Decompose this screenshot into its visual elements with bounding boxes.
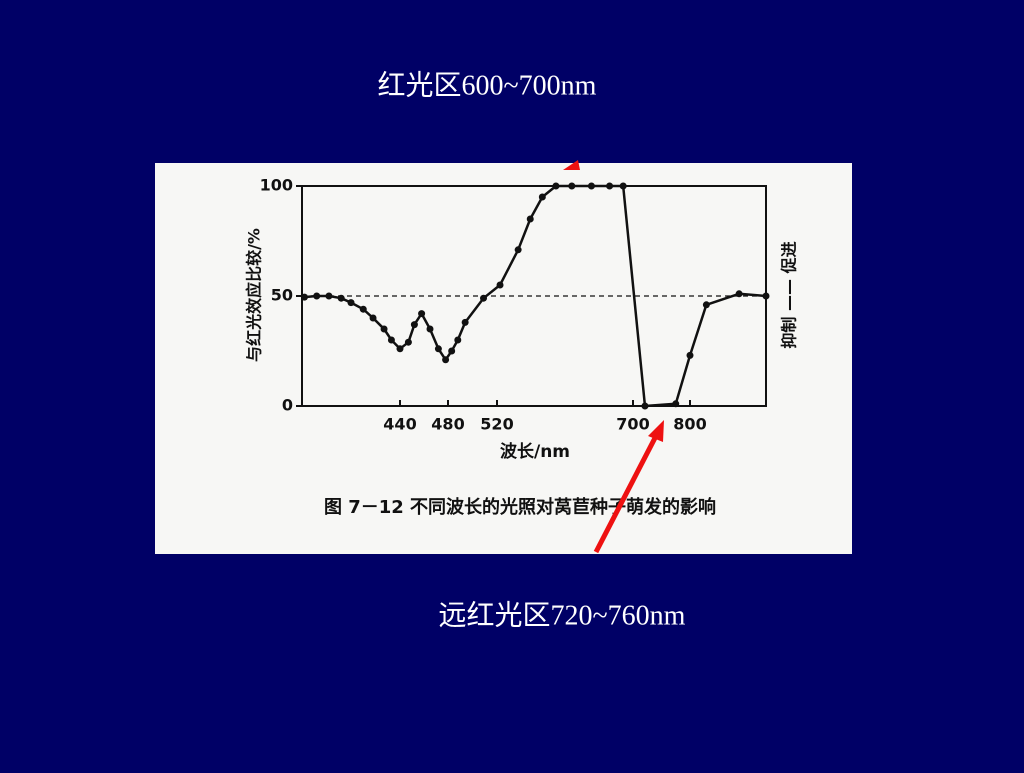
data-point [454,336,462,344]
data-point [359,305,367,313]
y-axis-label: 与红光效应比较/% [245,228,264,362]
data-point [300,293,308,301]
data-point [418,310,426,318]
chart-image [155,163,852,554]
data-point [448,347,456,355]
data-point [480,294,488,302]
data-point [337,294,345,302]
data-point [568,182,576,190]
x-axis-label: 波长/nm [500,441,570,462]
data-point [538,193,546,201]
data-point [514,246,522,254]
x-tick-label: 440 [383,415,416,434]
data-point [619,182,627,190]
y-tick-label: 0 [282,396,293,415]
data-point [410,321,418,329]
arrow [593,434,659,554]
annotation: 远红光区720~760nm [439,599,686,631]
data-point [552,182,560,190]
data-point [606,182,614,190]
data-point [641,402,649,410]
data-point [369,314,377,322]
data-point [496,281,504,289]
data-point [672,400,680,408]
data-point [380,325,388,333]
data-point [347,299,355,307]
data-point [426,325,434,333]
chart-caption: 图 7－12 不同波长的光照对莴苣种子萌发的影响 [324,496,716,518]
data-point [404,338,412,346]
data-point [387,336,395,344]
data-point [461,318,469,326]
arrow-head [563,160,580,170]
y2-axis-label: 抑制 —— 促进 [780,241,799,348]
data-point [735,290,743,298]
data-point [442,356,450,364]
x-tick-label: 700 [616,415,649,434]
data-point [702,301,710,309]
data-point [434,345,442,353]
y-tick-label: 50 [271,286,293,305]
x-tick-label: 520 [480,415,513,434]
data-point [686,351,694,359]
x-tick-label: 480 [431,415,464,434]
x-tick-label: 800 [673,415,706,434]
data-point [762,292,770,300]
data-point [325,292,333,300]
data-point [526,215,534,223]
annotation: 红光区600~700nm [378,69,597,101]
y-tick-label: 100 [260,176,293,195]
data-point [587,182,595,190]
plot: 0 50 100 440 480 520 700 800 [260,176,770,434]
arrow-head [648,420,664,442]
data-point [396,345,404,353]
data-point [313,292,321,300]
